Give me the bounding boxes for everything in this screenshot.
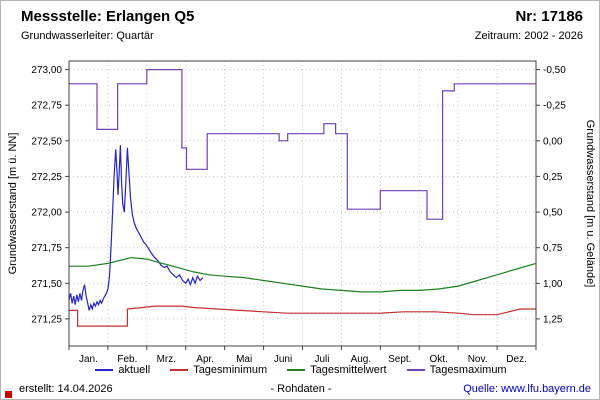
svg-text:0,25: 0,25 [543,172,563,183]
period-label: Zeitraum: 2002 - 2026 [474,30,583,42]
svg-text:-0,25: -0,25 [543,101,566,112]
legend-swatch-tagesminimum [170,369,189,371]
svg-text:Grundwasserstand [m ü. NN]: Grundwasserstand [m ü. NN] [7,133,19,275]
svg-text:Apr.: Apr. [196,354,214,365]
svg-text:Mrz.: Mrz. [157,354,176,365]
svg-text:0,75: 0,75 [543,243,563,254]
svg-text:0,50: 0,50 [543,208,563,219]
source-link[interactable]: Quelle: www.lfu.bayern.de [463,383,591,395]
chart-plot-area: 271,25 1,25 271,50 1,00 271,75 0,75 272,00 0,50… [1,47,599,367]
svg-text:272,25: 272,25 [31,172,62,183]
svg-text:Juli: Juli [314,354,329,365]
svg-text:0,00: 0,00 [543,136,563,147]
rohdaten-label: - Rohdaten - [270,383,332,395]
legend-swatch-tagesmittelwert [287,369,306,371]
aquifer-label: Grundwasserleiter: Quartär [21,30,154,42]
svg-text:1,00: 1,00 [543,279,563,290]
created-date: erstellt: 14.04.2026 [19,383,113,395]
legend-label-tagesmittelwert: Tagesmittelwert [310,364,387,376]
footer-marker-icon [5,391,12,398]
legend-label-aktuell: aktuell [118,364,151,376]
legend-swatch-aktuell [95,369,114,371]
svg-text:Grundwasserstand [m u. Gelände: Grundwasserstand [m u. Gelände] [584,120,596,288]
svg-text:272,00: 272,00 [31,208,62,219]
svg-text:272,50: 272,50 [31,136,62,147]
svg-text:Sept.: Sept. [388,354,411,365]
legend-item-tagesmaximum: Tagesmaximum [406,364,507,376]
chart-legend: aktuell Tagesminimum Tagesmittelwert Tag… [1,364,599,376]
svg-text:273,00: 273,00 [31,65,62,76]
svg-text:Dez.: Dez. [506,354,527,365]
svg-text:Mai: Mai [236,354,252,365]
svg-text:-0,50: -0,50 [543,65,566,76]
svg-text:271,25: 271,25 [31,314,62,325]
svg-text:271,75: 271,75 [31,243,62,254]
svg-text:Aug.: Aug. [351,354,372,365]
svg-text:1,25: 1,25 [543,314,563,325]
legend-item-aktuell: aktuell [95,364,150,376]
svg-text:Okt.: Okt. [430,354,448,365]
svg-text:272,75: 272,75 [31,101,62,112]
legend-label-tagesminimum: Tagesminimum [193,364,268,376]
svg-text:271,50: 271,50 [31,279,62,290]
svg-text:Juni: Juni [274,354,292,365]
svg-text:Jan.: Jan. [79,354,98,365]
chart-canvas: 271,25 1,25 271,50 1,00 271,75 0,75 272,00 0,50… [7,60,596,365]
station-number: Nr: 17186 [515,8,583,25]
legend-item-tagesminimum: Tagesminimum [170,364,267,376]
svg-text:Nov.: Nov. [468,354,488,365]
legend-label-tagesmaximum: Tagesmaximum [429,364,507,376]
legend-swatch-tagesmaximum [406,369,425,371]
legend-item-tagesmittelwert: Tagesmittelwert [287,364,387,376]
svg-text:Feb.: Feb. [117,354,137,365]
page-title: Messstelle: Erlangen Q5 [21,8,195,25]
